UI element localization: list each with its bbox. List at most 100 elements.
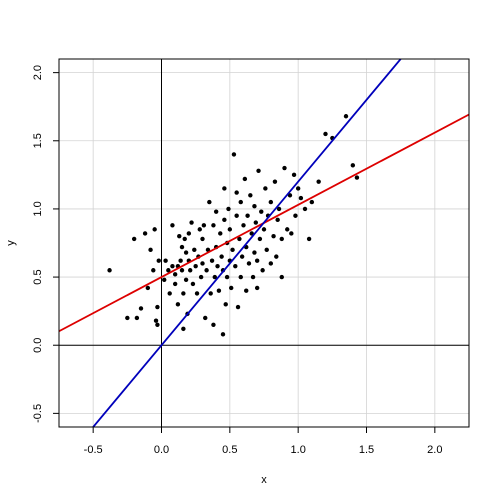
data-point bbox=[201, 223, 207, 228]
x-tick-label: -0.5 bbox=[84, 444, 103, 456]
x-axis-label: x bbox=[261, 474, 267, 486]
data-point bbox=[229, 285, 234, 291]
y-tick-label: 0.5 bbox=[32, 269, 44, 284]
data-point bbox=[227, 227, 233, 232]
x-tick-label: 1.0 bbox=[291, 444, 306, 456]
data-point bbox=[179, 268, 185, 273]
data-point bbox=[131, 236, 137, 242]
data-point bbox=[172, 281, 178, 287]
data-point bbox=[274, 254, 279, 259]
data-point bbox=[254, 285, 260, 291]
data-point bbox=[183, 250, 189, 255]
data-point bbox=[223, 302, 228, 307]
x-tick-label: 0.5 bbox=[222, 444, 237, 456]
data-point bbox=[189, 220, 194, 225]
data-point bbox=[207, 199, 212, 205]
data-point bbox=[219, 254, 224, 259]
y-axis-label: y bbox=[5, 240, 17, 246]
data-point bbox=[186, 231, 192, 236]
data-point bbox=[282, 165, 287, 171]
x-tick-label: 2.0 bbox=[427, 444, 442, 456]
data-point bbox=[162, 277, 167, 282]
data-point bbox=[302, 206, 308, 212]
data-point bbox=[155, 322, 160, 327]
data-point bbox=[289, 231, 294, 236]
data-point bbox=[179, 244, 185, 250]
data-point bbox=[234, 213, 239, 218]
data-point bbox=[163, 258, 168, 263]
data-point bbox=[178, 258, 183, 263]
data-point bbox=[275, 217, 280, 223]
data-point bbox=[218, 231, 223, 236]
data-point bbox=[216, 288, 222, 293]
data-point bbox=[254, 258, 260, 263]
data-point bbox=[245, 213, 250, 218]
data-point bbox=[183, 277, 189, 282]
data-point bbox=[354, 175, 360, 180]
data-point bbox=[182, 236, 187, 242]
data-point bbox=[142, 231, 148, 236]
data-point bbox=[107, 268, 112, 273]
data-point bbox=[203, 315, 208, 321]
data-point bbox=[316, 179, 321, 184]
data-point bbox=[252, 250, 257, 255]
data-point bbox=[212, 274, 217, 280]
data-point bbox=[220, 332, 226, 337]
data-point bbox=[253, 220, 258, 225]
data-point bbox=[237, 236, 242, 242]
data-point bbox=[170, 263, 175, 269]
data-point bbox=[181, 291, 186, 296]
data-point bbox=[138, 306, 144, 311]
x-tick-label: 1.5 bbox=[359, 444, 374, 456]
data-point bbox=[309, 199, 315, 205]
data-point bbox=[343, 114, 349, 119]
data-point bbox=[276, 206, 282, 212]
data-point bbox=[151, 268, 156, 273]
data-point bbox=[224, 274, 230, 280]
data-point bbox=[222, 186, 227, 191]
data-point bbox=[238, 274, 243, 280]
y-tick-label: 2.0 bbox=[32, 65, 44, 80]
data-point bbox=[242, 176, 248, 182]
data-point bbox=[256, 168, 261, 173]
data-point bbox=[190, 281, 196, 287]
data-point bbox=[260, 268, 265, 273]
data-point bbox=[233, 263, 238, 269]
data-point bbox=[234, 190, 239, 195]
data-point bbox=[291, 172, 297, 178]
data-point bbox=[268, 261, 274, 266]
data-point bbox=[175, 302, 181, 307]
data-point bbox=[231, 152, 237, 157]
data-point bbox=[153, 318, 159, 323]
data-point bbox=[230, 247, 235, 253]
data-point bbox=[200, 261, 205, 266]
data-point bbox=[200, 236, 205, 242]
grid bbox=[59, 59, 469, 427]
data-point bbox=[193, 263, 198, 269]
data-point bbox=[250, 274, 256, 280]
data-point bbox=[192, 247, 197, 253]
data-point bbox=[239, 254, 245, 259]
data-point bbox=[272, 179, 278, 184]
y-tick-label: 1.0 bbox=[32, 201, 44, 216]
data-point bbox=[306, 236, 312, 242]
data-point bbox=[211, 322, 216, 327]
data-point bbox=[263, 186, 268, 191]
data-point bbox=[155, 304, 160, 310]
y-axis: -0.5 0.0 0.5 1.0 1.5 2.0 bbox=[32, 65, 59, 423]
data-point bbox=[194, 291, 200, 296]
data-point bbox=[246, 261, 252, 266]
data-point bbox=[293, 213, 298, 218]
data-point bbox=[268, 199, 274, 205]
data-point bbox=[213, 209, 219, 214]
data-point bbox=[226, 206, 231, 212]
y-tick-label: 0.0 bbox=[32, 338, 44, 353]
data-point bbox=[188, 268, 193, 273]
plot-frame bbox=[58, 58, 470, 428]
data-point bbox=[134, 315, 140, 321]
reference-lines bbox=[59, 59, 469, 427]
data-point bbox=[222, 217, 227, 223]
data-point bbox=[170, 223, 175, 228]
data-point bbox=[279, 274, 284, 280]
